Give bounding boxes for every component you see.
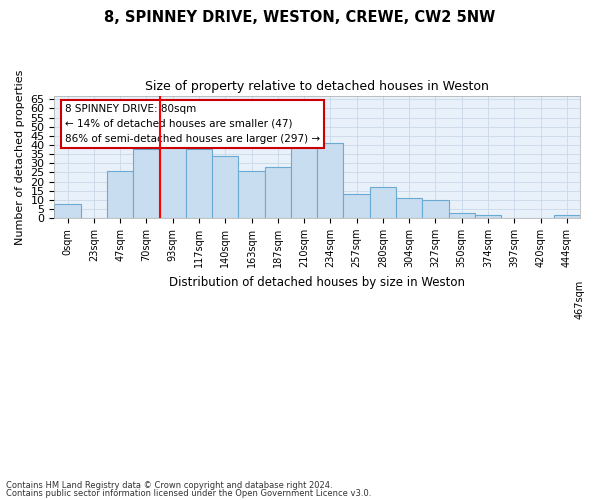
Bar	[55, 204, 80, 218]
Bar	[475, 214, 501, 218]
X-axis label: Distribution of detached houses by size in Weston: Distribution of detached houses by size …	[169, 276, 465, 289]
Text: Contains public sector information licensed under the Open Government Licence v3: Contains public sector information licen…	[6, 488, 371, 498]
Bar	[212, 156, 238, 218]
Text: Contains HM Land Registry data © Crown copyright and database right 2024.: Contains HM Land Registry data © Crown c…	[6, 481, 332, 490]
Bar	[422, 200, 449, 218]
Y-axis label: Number of detached properties: Number of detached properties	[15, 69, 25, 244]
Title: Size of property relative to detached houses in Weston: Size of property relative to detached ho…	[145, 80, 489, 93]
Text: 8, SPINNEY DRIVE, WESTON, CREWE, CW2 5NW: 8, SPINNEY DRIVE, WESTON, CREWE, CW2 5NW	[104, 10, 496, 25]
Bar	[370, 187, 396, 218]
Bar	[133, 148, 160, 218]
Bar	[396, 198, 422, 218]
Bar	[238, 170, 265, 218]
Bar	[449, 213, 475, 218]
Bar	[160, 125, 186, 218]
Bar	[291, 143, 317, 218]
Bar	[343, 194, 370, 218]
Bar	[554, 214, 580, 218]
Text: 467sqm: 467sqm	[575, 280, 585, 319]
Text: 8 SPINNEY DRIVE: 80sqm
← 14% of detached houses are smaller (47)
86% of semi-det: 8 SPINNEY DRIVE: 80sqm ← 14% of detached…	[65, 104, 320, 144]
Bar	[317, 143, 343, 218]
Bar	[107, 170, 133, 218]
Bar	[265, 167, 291, 218]
Bar	[186, 148, 212, 218]
